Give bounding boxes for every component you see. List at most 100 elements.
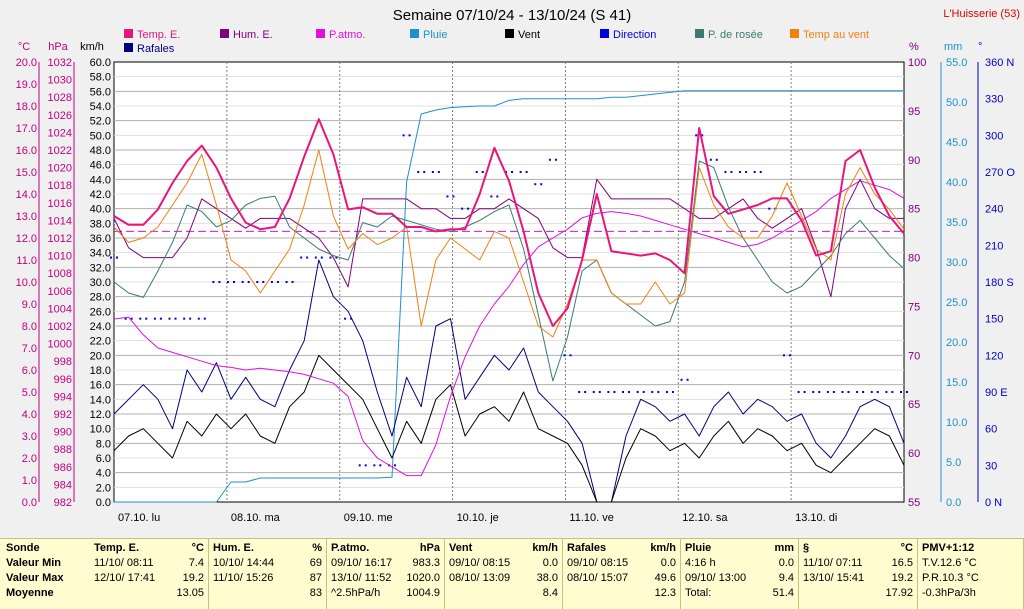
direction-point	[364, 464, 367, 467]
kmh-axis-tick-label: 38.0	[90, 218, 111, 230]
stats-cell-label: 11/10/ 08:11	[94, 557, 154, 569]
hpa-axis-tick-label: 1024	[48, 127, 72, 139]
direction-point	[461, 207, 464, 210]
legend-entry: P. de rosée	[708, 29, 763, 41]
direction-point	[145, 317, 148, 320]
stats-row: 12/10/ 17:41 19.2	[94, 572, 204, 587]
direction-point	[174, 317, 177, 320]
column-title: PMV+1:12	[922, 542, 975, 554]
kmh-axis-tick-label: 26.0	[90, 306, 111, 318]
direction-point	[724, 171, 727, 173]
hpa-axis-tick-label: 986	[54, 462, 72, 474]
x-tick-label: 11.10. ve	[569, 512, 613, 524]
direction-point	[189, 317, 192, 320]
deg-axis-tick-label: 0 N	[985, 497, 1002, 509]
direction-point	[511, 171, 513, 173]
pct-axis-tick-label: 85	[908, 204, 920, 216]
stats-cell-value: 17.92	[885, 587, 913, 599]
mm-axis-tick-label: 30.0	[946, 257, 967, 269]
temp-unit-label: °C	[18, 41, 30, 53]
hpa-axis-tick-label: 990	[54, 427, 72, 439]
direction-point	[812, 391, 815, 393]
direction-point	[423, 171, 426, 173]
legend-swatch	[695, 29, 704, 38]
hpa-axis-tick-label: 992	[54, 409, 72, 421]
stats-cell-value: 0.0	[778, 557, 794, 569]
kmh-axis-tick-label: 46.0	[90, 160, 111, 172]
direction-point	[856, 391, 859, 393]
direction-point	[276, 281, 279, 283]
mm-axis-tick-label: 45.0	[946, 137, 967, 149]
kmh-axis-tick-label: 2.0	[96, 482, 111, 494]
hpa-axis-tick-label: 998	[54, 356, 72, 368]
row-label: Moyenne	[6, 587, 54, 599]
legend-entry: Temp au vent	[803, 29, 869, 41]
direction-point	[554, 158, 557, 161]
stats-column: P.atmo. hPa 09/10/ 16:17 983.3 13/10/ 11:52 1…	[327, 539, 445, 609]
stats-row: 13/10/ 15:41 19.2	[803, 572, 913, 587]
direction-point	[768, 207, 771, 210]
kmh-axis-tick-label: 34.0	[90, 248, 111, 260]
axes: 07.10. lu 08.10. ma 09.10. me 10.10. je 11.1…	[16, 41, 1016, 524]
stats-column: PMV+1:12 T.V.12.6 °C P.R.10.3 °C -0.3hPa/3h	[918, 539, 1024, 609]
direction-point	[569, 354, 572, 357]
direction-point	[782, 354, 785, 357]
column-title: Hum. E.	[213, 542, 254, 554]
kmh-axis-tick-label: 14.0	[90, 394, 111, 406]
stats-row: 11/10/ 08:11 7.4	[94, 557, 204, 572]
series-line-temp-e-	[113, 118, 905, 327]
direction-point	[730, 171, 733, 173]
hpa-axis-tick-label: 1010	[48, 251, 72, 263]
stats-row: 08/10/ 15:07 49.6	[567, 572, 676, 587]
direction-point	[636, 391, 639, 393]
temp-axis-tick-label: 6.0	[22, 365, 37, 377]
deg-axis-tick-label: 330	[985, 94, 1003, 106]
direction-point	[490, 195, 493, 198]
direction-point	[686, 378, 689, 381]
direction-point	[739, 171, 742, 173]
series-line-hum-e-	[113, 178, 904, 298]
direction-point	[168, 317, 171, 320]
temp-axis-tick-label: 19.0	[16, 79, 37, 91]
kmh-axis-tick-label: 22.0	[90, 336, 111, 348]
direction-point	[344, 317, 347, 320]
deg-axis-tick-label: 240	[985, 204, 1003, 216]
kmh-axis-tick-label: 32.0	[90, 262, 111, 274]
direction-point	[671, 391, 674, 393]
column-title: Rafales	[567, 542, 607, 554]
temp-axis-tick-label: 18.0	[16, 101, 37, 113]
pct-axis-tick-label: 75	[908, 301, 920, 313]
kmh-axis-tick-label: 28.0	[90, 292, 111, 304]
stats-cell-value: 16.5	[891, 557, 913, 569]
temp-axis-tick-label: 12.0	[16, 233, 37, 245]
deg-axis-tick-label: 150	[985, 314, 1003, 326]
temp-axis-tick-label: 1.0	[22, 475, 37, 487]
stats-table: Sonde Valeur Min Valeur Max Moyenne Temp. E.…	[0, 538, 1024, 609]
column-header: Vent km/h	[449, 542, 558, 557]
stats-row: ^2.5hPa/h 1004.9	[331, 587, 440, 602]
column-unit: mm	[774, 542, 794, 554]
direction-point	[446, 195, 449, 198]
direction-point	[841, 391, 844, 393]
direction-point	[233, 281, 236, 283]
direction-point	[847, 391, 850, 393]
stats-cell-value: 49.6	[654, 572, 676, 584]
mm-axis-tick-label: 5.0	[946, 457, 961, 469]
legend-swatch	[505, 29, 514, 38]
direction-point	[519, 171, 522, 173]
stats-row: 10/10/ 14:44 69	[213, 557, 322, 572]
kmh-axis-tick-label: 42.0	[90, 189, 111, 201]
column-title: §	[803, 542, 810, 554]
weather-chart: Semaine 07/10/24 - 13/10/24 (S 41) L'Hui…	[15, 7, 1020, 524]
column-title: Temp. E.	[94, 542, 140, 554]
direction-point	[481, 171, 484, 173]
hpa-axis-tick-label: 984	[54, 479, 72, 491]
series-line-rafales	[113, 259, 905, 503]
direction-point	[218, 281, 221, 283]
stats-cell-value: 51.4	[772, 587, 794, 599]
direction-point	[885, 391, 888, 393]
direction-point	[759, 171, 762, 173]
stats-cell-label: 12/10/ 17:41	[94, 572, 156, 584]
stats-cell-value: 8.4	[542, 587, 558, 599]
direction-point	[715, 158, 718, 161]
